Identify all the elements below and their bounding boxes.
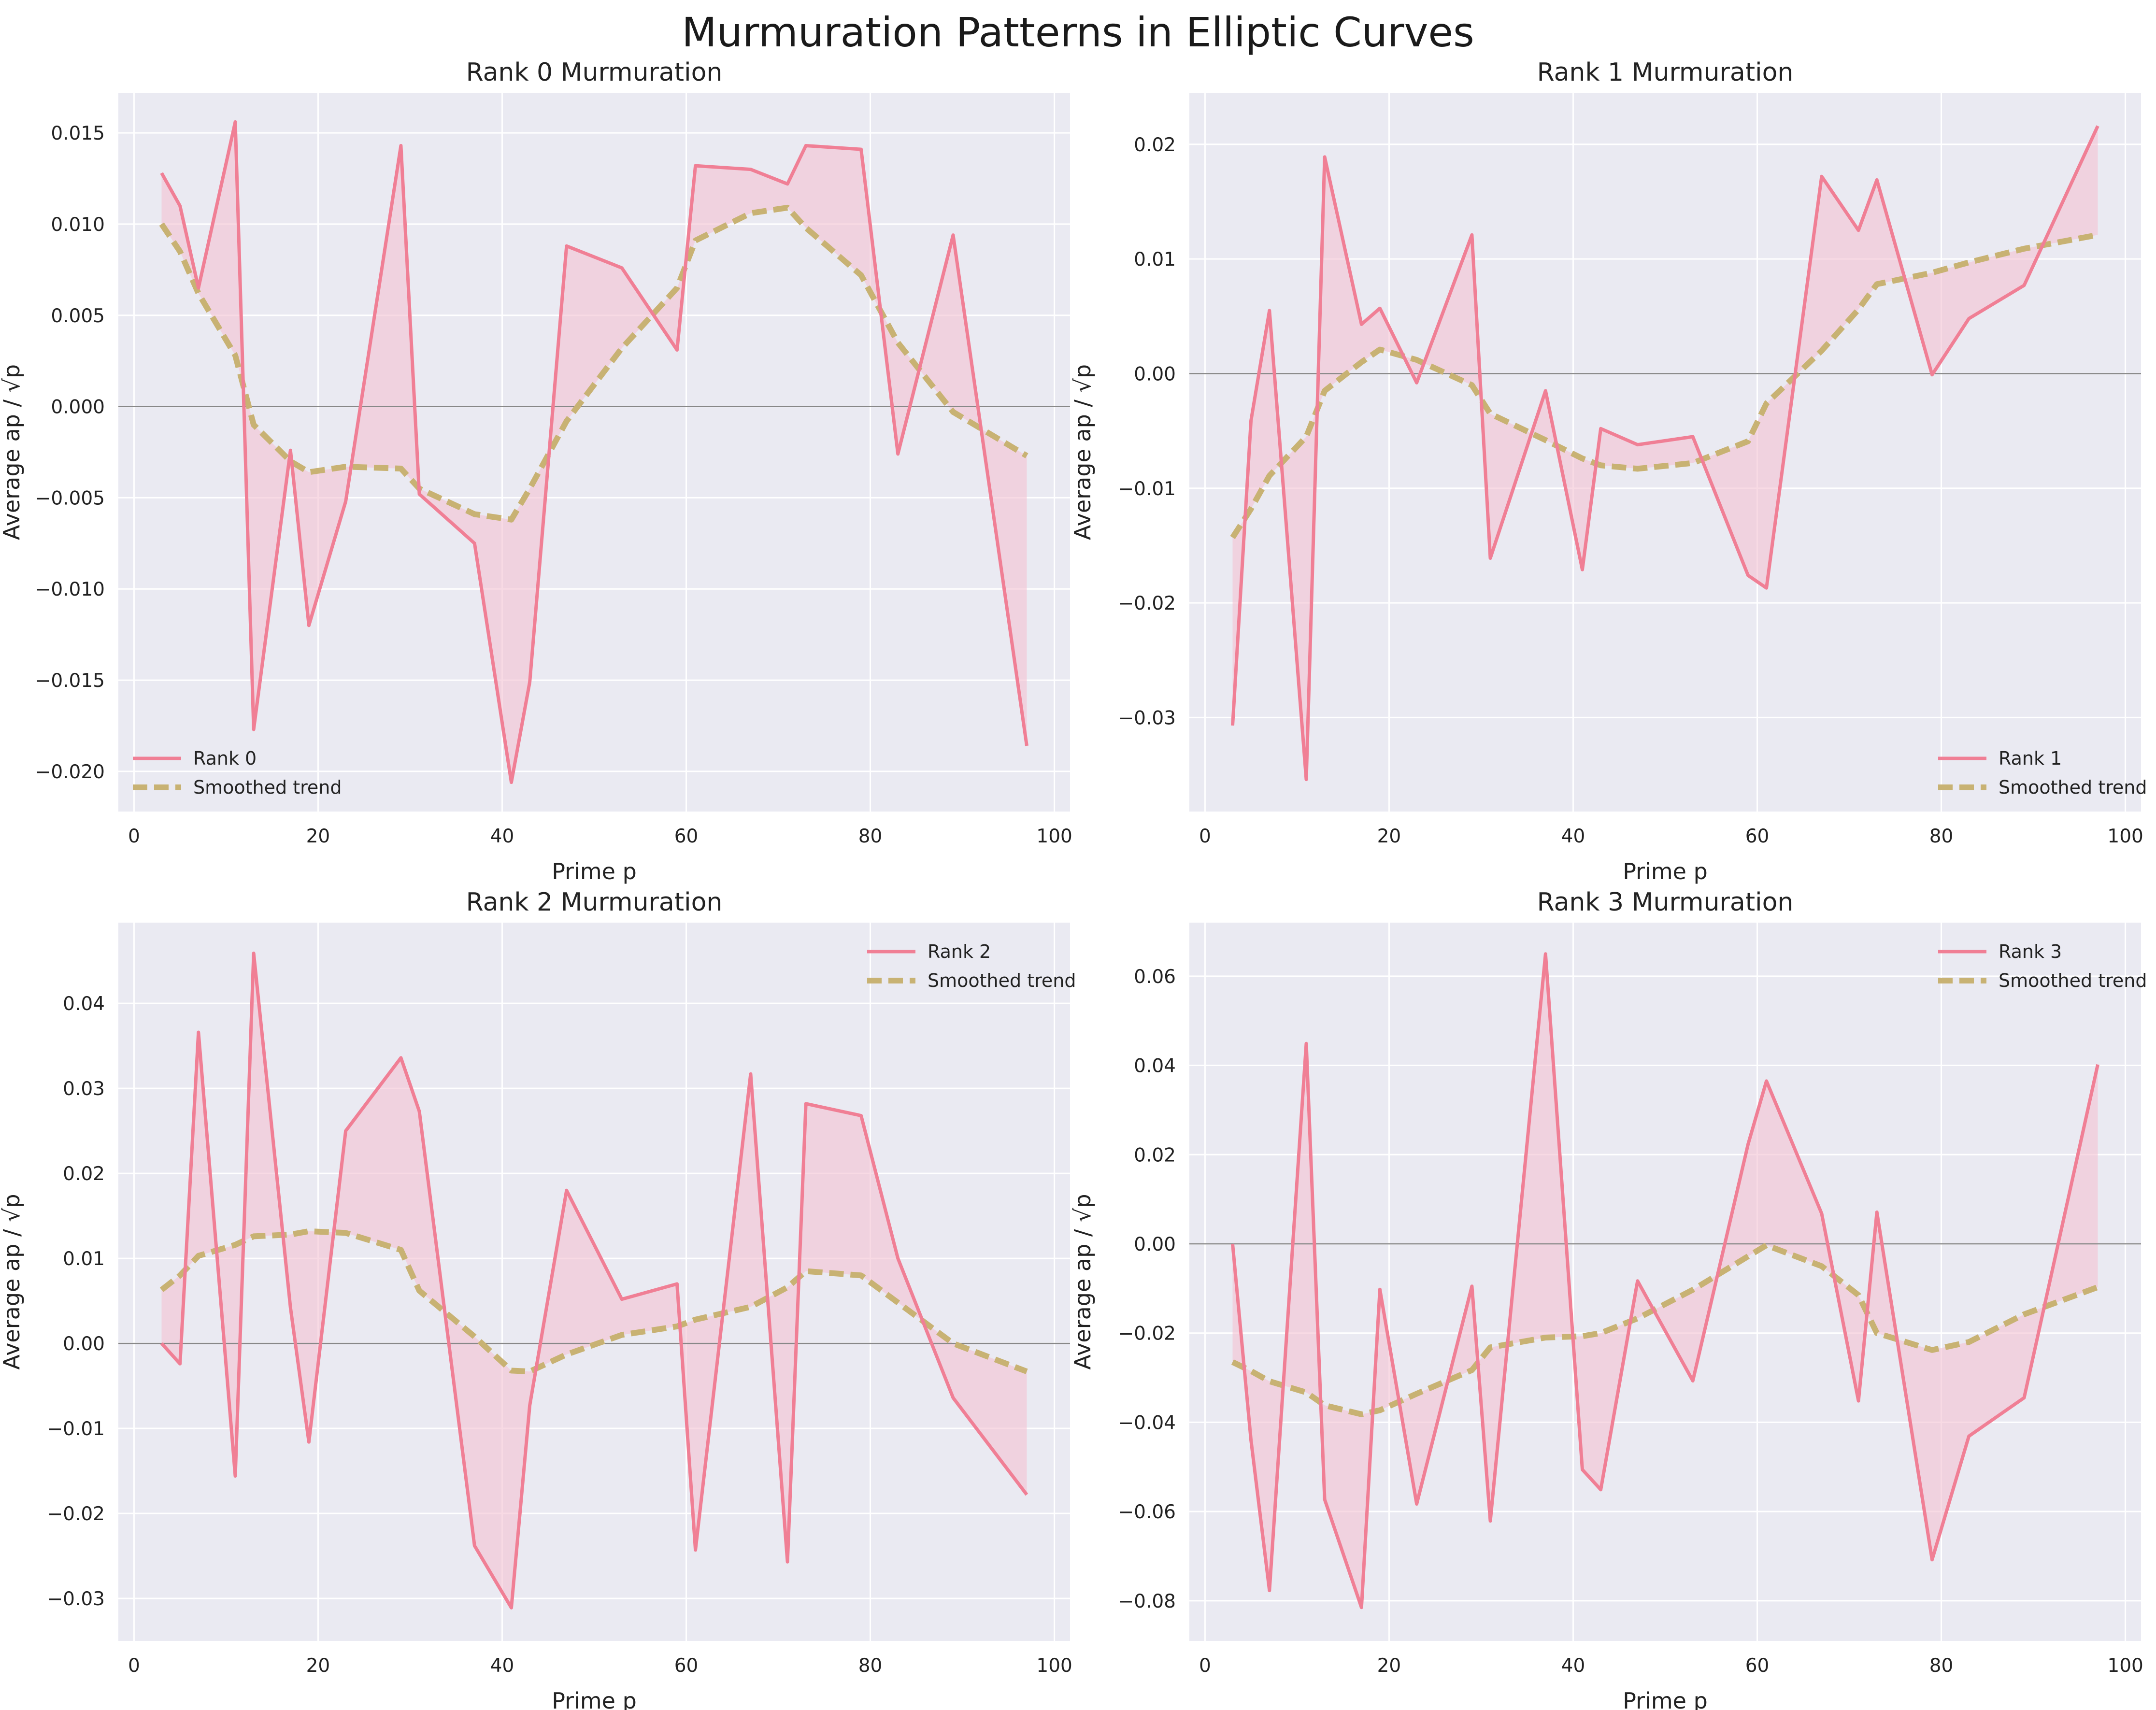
y-tick-label: 0.04 bbox=[1134, 1055, 1176, 1077]
y-tick-label: 0.01 bbox=[63, 1248, 105, 1270]
y-tick-label: 0.02 bbox=[1134, 1144, 1176, 1166]
y-axis-label: Average ap / √p bbox=[0, 1194, 25, 1369]
x-axis-label: Prime p bbox=[1623, 1688, 1708, 1710]
y-tick-label: −0.01 bbox=[1118, 478, 1176, 500]
x-tick-label: 40 bbox=[1561, 1655, 1585, 1677]
y-tick-label: −0.02 bbox=[1118, 1323, 1176, 1345]
y-tick-label: −0.010 bbox=[35, 579, 105, 600]
chart-panel-2: 0 20 40 60 80 100 −0.03 −0.02 −0.01 0.00 0.01 0.02 0… bbox=[0, 888, 1076, 1710]
x-tick-label: 20 bbox=[306, 826, 330, 847]
series-line-smoothed-trend bbox=[159, 204, 1028, 523]
y-tick-label: −0.03 bbox=[47, 1588, 105, 1610]
y-tick-label: −0.08 bbox=[1118, 1591, 1176, 1612]
x-tick-label: 80 bbox=[858, 1655, 883, 1677]
y-tick-label: −0.020 bbox=[35, 761, 105, 783]
legend-label: Rank 3 bbox=[1999, 941, 2062, 962]
y-tick-label: 0.06 bbox=[1134, 966, 1176, 988]
fill-between-area bbox=[161, 953, 1027, 1608]
y-tick-label: −0.06 bbox=[1118, 1501, 1176, 1523]
series-line-smoothed-trend bbox=[159, 1228, 1028, 1375]
legend: Rank 1 Smoothed trend bbox=[1938, 748, 2147, 798]
series-line-rank-0 bbox=[160, 120, 1028, 784]
x-tick-label: 100 bbox=[1036, 1655, 1072, 1677]
y-tick-label: 0.00 bbox=[1134, 363, 1176, 385]
x-tick-label: 0 bbox=[128, 1655, 140, 1677]
x-tick-label: 0 bbox=[1199, 1655, 1211, 1677]
y-tick-label: 0.005 bbox=[51, 305, 105, 327]
fill-between-area bbox=[1232, 126, 2098, 780]
y-tick-label: −0.02 bbox=[47, 1503, 105, 1525]
y-tick-label: 0.00 bbox=[1134, 1234, 1176, 1255]
x-tick-label: 80 bbox=[1929, 1655, 1954, 1677]
x-tick-label: 60 bbox=[674, 826, 699, 847]
legend: Rank 0 Smoothed trend bbox=[133, 748, 342, 798]
y-tick-label: −0.005 bbox=[35, 487, 105, 509]
y-tick-label: 0.015 bbox=[51, 123, 105, 144]
legend-label: Smoothed trend bbox=[928, 970, 1076, 991]
legend-label: Smoothed trend bbox=[193, 777, 342, 798]
legend: Rank 2 Smoothed trend bbox=[867, 941, 1076, 991]
y-tick-label: −0.04 bbox=[1118, 1412, 1176, 1434]
y-tick-label: 0.02 bbox=[1134, 134, 1176, 156]
x-tick-label: 60 bbox=[674, 1655, 699, 1677]
y-tick-label: 0.02 bbox=[63, 1163, 105, 1185]
y-tick-label: 0.01 bbox=[1134, 249, 1176, 271]
legend: Rank 3 Smoothed trend bbox=[1938, 941, 2147, 991]
x-tick-label: 20 bbox=[306, 1655, 330, 1677]
y-axis-label: Average ap / √p bbox=[1070, 364, 1096, 540]
legend-label: Smoothed trend bbox=[1999, 777, 2147, 798]
x-axis-label: Prime p bbox=[552, 1688, 637, 1710]
panel-title: Rank 2 Murmuration bbox=[466, 888, 723, 917]
x-axis-label: Prime p bbox=[1623, 858, 1708, 884]
x-tick-label: 100 bbox=[2107, 1655, 2143, 1677]
series-line-rank-1 bbox=[1231, 125, 2099, 782]
y-tick-label: 0.010 bbox=[51, 214, 105, 236]
legend-label: Rank 1 bbox=[1999, 748, 2062, 769]
x-tick-label: 80 bbox=[1929, 826, 1954, 847]
y-tick-label: −0.03 bbox=[1118, 707, 1176, 729]
x-axis-label: Prime p bbox=[552, 858, 637, 884]
x-tick-label: 100 bbox=[1036, 826, 1072, 847]
y-tick-label: −0.015 bbox=[35, 670, 105, 692]
x-tick-label: 100 bbox=[2107, 826, 2143, 847]
series-line-rank-2 bbox=[160, 951, 1028, 1610]
x-tick-label: 0 bbox=[128, 826, 140, 847]
legend-label: Smoothed trend bbox=[1999, 970, 2147, 991]
x-tick-label: 20 bbox=[1377, 826, 1401, 847]
y-tick-label: 0.04 bbox=[63, 993, 105, 1015]
y-axis-label: Average ap / √p bbox=[1070, 1194, 1096, 1369]
panel-title: Rank 3 Murmuration bbox=[1537, 888, 1794, 917]
figure-title: Murmuration Patterns in Elliptic Curves bbox=[682, 9, 1474, 56]
y-tick-label: −0.01 bbox=[47, 1418, 105, 1440]
legend-label: Rank 2 bbox=[928, 941, 991, 962]
chart-panel-1: 0 20 40 60 80 100 −0.03 −0.02 −0.01 0.00 0.01 0.02 R… bbox=[1070, 58, 2147, 884]
y-tick-label: 0.03 bbox=[63, 1078, 105, 1100]
panel-title: Rank 0 Murmuration bbox=[466, 58, 723, 87]
y-tick-label: −0.02 bbox=[1118, 593, 1176, 614]
series-line-smoothed-trend bbox=[1230, 232, 2099, 540]
x-tick-label: 80 bbox=[858, 826, 883, 847]
x-tick-label: 20 bbox=[1377, 1655, 1401, 1677]
y-tick-label: 0.000 bbox=[51, 397, 105, 418]
x-tick-label: 60 bbox=[1745, 1655, 1770, 1677]
x-tick-label: 0 bbox=[1199, 826, 1211, 847]
y-axis-label: Average ap / √p bbox=[0, 364, 25, 540]
series-line-rank-3 bbox=[1231, 952, 2099, 1610]
chart-panel-3: 0 20 40 60 80 100 −0.08 −0.06 −0.04 −0.02 0.00 0.02… bbox=[1070, 888, 2147, 1710]
plot-area bbox=[1189, 923, 2141, 1641]
panel-title: Rank 1 Murmuration bbox=[1537, 58, 1794, 87]
y-tick-label: 0.00 bbox=[63, 1333, 105, 1355]
x-tick-label: 40 bbox=[490, 826, 514, 847]
chart-panel-0: 0 20 40 60 80 100 −0.020 −0.015 −0.010 −0.005 0.00… bbox=[0, 58, 1072, 884]
x-tick-label: 40 bbox=[1561, 826, 1585, 847]
legend-label: Rank 0 bbox=[193, 748, 257, 769]
x-tick-label: 40 bbox=[490, 1655, 514, 1677]
x-tick-label: 60 bbox=[1745, 826, 1770, 847]
